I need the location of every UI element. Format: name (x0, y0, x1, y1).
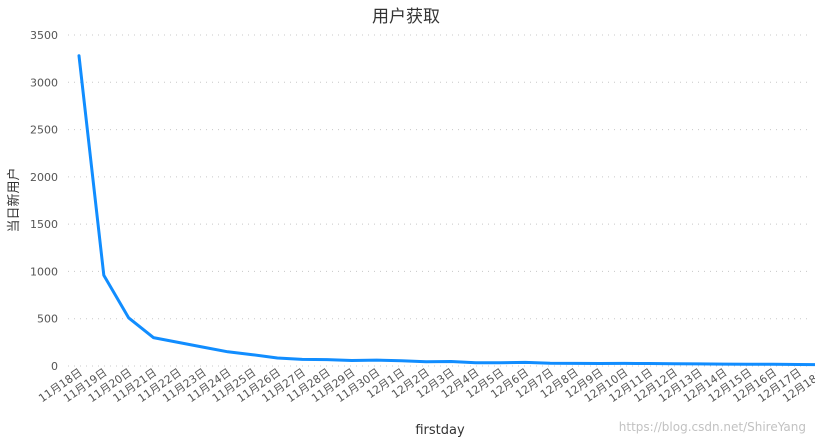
y-tick-label: 0 (51, 360, 58, 373)
y-tick-label: 1500 (30, 218, 58, 231)
x-axis-ticks: 11月18日11月19日11月20日11月21日11月22日11月23日11月2… (36, 366, 815, 405)
chart-title: 用户获取 (372, 7, 440, 27)
y-tick-label: 3000 (30, 76, 58, 89)
y-axis-ticks: 0 500 1000 1500 2000 2500 3000 3500 (30, 29, 58, 373)
y-tick-label: 1000 (30, 265, 58, 278)
y-tick-label: 3500 (30, 29, 58, 42)
watermark-text: https://blog.csdn.net/ShireYang (619, 420, 806, 434)
x-axis-title: firstday (415, 423, 465, 438)
y-tick-label: 500 (37, 313, 58, 326)
y-tick-label: 2500 (30, 124, 58, 137)
y-tick-label: 2000 (30, 171, 58, 184)
gridlines (68, 34, 808, 367)
y-axis-title: 当日新用户 (6, 167, 22, 232)
series-line (77, 54, 815, 367)
